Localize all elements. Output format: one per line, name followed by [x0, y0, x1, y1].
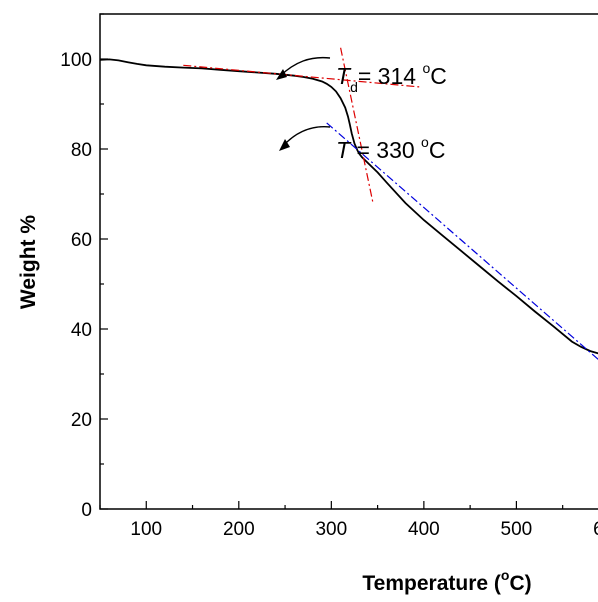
- x-axis-title-text: Temperature (: [362, 572, 500, 595]
- tga-curve: [99, 58, 598, 355]
- annotation-t-arrow: [282, 126, 331, 147]
- tangent-line: [326, 122, 598, 360]
- annotation-t-unit: C: [429, 137, 446, 163]
- y-tick-label: 40: [71, 320, 92, 341]
- x-tick-label: 500: [501, 519, 533, 540]
- x-tick-label: 600: [593, 519, 598, 540]
- annotation-t-arrowhead: [279, 139, 290, 151]
- y-tick-label: 80: [71, 140, 92, 161]
- x-tick-labels: 100200300400500600700800: [130, 519, 598, 540]
- plot-frame: [99, 13, 598, 510]
- x-tick-label: 300: [315, 519, 347, 540]
- x-tick-label: 200: [223, 519, 255, 540]
- y-tick-label: 20: [71, 410, 92, 431]
- y-axis-title: Weight %: [17, 215, 40, 309]
- x-axis-title-unit: C): [509, 572, 531, 595]
- y-tick-labels: 0 20 40 60 80 100: [60, 50, 92, 521]
- tangent-line: [183, 64, 420, 88]
- annotation-td-unit: C: [430, 63, 447, 89]
- x-axis-title: Temperature (oC): [362, 567, 531, 595]
- series-layer: [99, 47, 598, 360]
- annotation-td-symbol: T: [336, 63, 352, 89]
- annotation-td-label: Td= 314 oC: [336, 60, 447, 95]
- annotation-td-subscript: d: [350, 79, 358, 95]
- x-tick-label: 400: [408, 519, 440, 540]
- annotation-t: T = 330 oC: [279, 126, 445, 163]
- annotation-td-arrow: [279, 56, 331, 77]
- annotation-td: Td= 314 oC: [276, 56, 447, 95]
- annotation-td-value: = 314: [358, 63, 423, 89]
- annotation-td-arrowhead: [276, 69, 287, 80]
- annotation-t-degree: o: [421, 134, 429, 150]
- x-axis-title-degree: o: [501, 567, 510, 583]
- x-tick-label: 100: [130, 519, 162, 540]
- annotation-t-value: = 330: [350, 137, 421, 163]
- y-tick-label: 100: [60, 50, 92, 71]
- annotation-t-symbol: T: [336, 137, 352, 163]
- y-tick-label: 0: [81, 500, 92, 521]
- annotation-td-degree: o: [422, 60, 430, 76]
- annotation-t-label: T = 330 oC: [336, 134, 445, 163]
- y-tick-label: 60: [71, 230, 92, 251]
- tangent-line: [340, 47, 374, 204]
